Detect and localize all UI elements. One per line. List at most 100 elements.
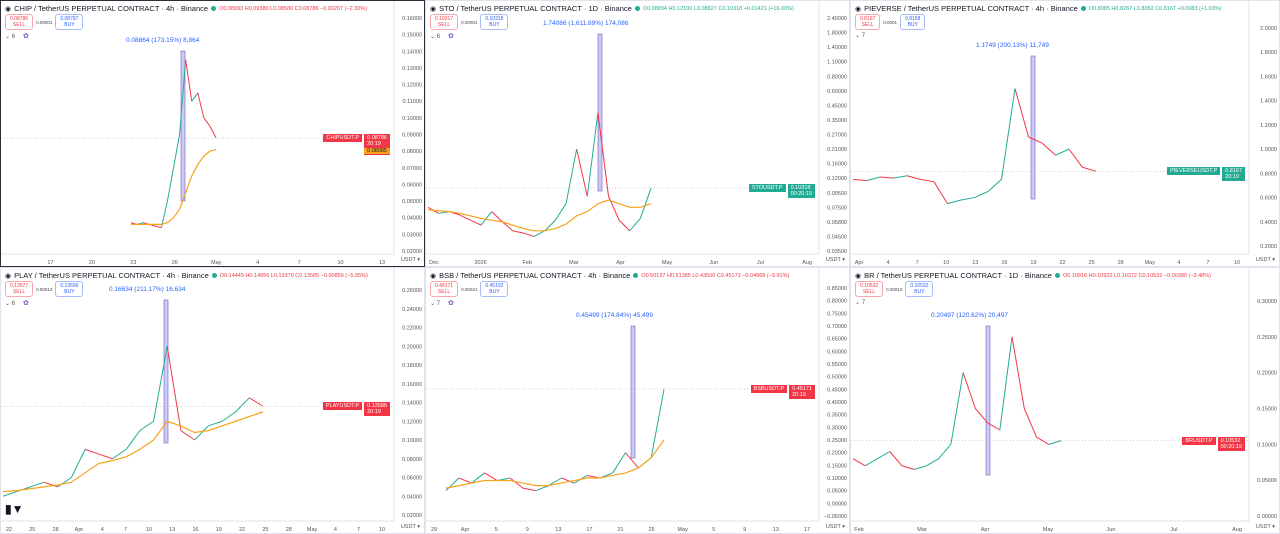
sell-label: SELL <box>437 289 451 295</box>
buy-button[interactable]: 0.10532 BUY <box>905 281 934 297</box>
moving-average-line <box>445 439 665 489</box>
indicators-toggle[interactable]: ⌄ 7 <box>855 300 866 306</box>
y-axis-label: 0.09000 <box>402 133 422 139</box>
measure-range-box[interactable] <box>985 325 991 476</box>
buy-button[interactable]: 0.10318 BUY <box>480 14 509 30</box>
symbol-header[interactable]: ◉ BSB / TetherUS PERPETUAL CONTRACT · 4h… <box>430 271 789 280</box>
measure-range-box[interactable] <box>163 299 169 444</box>
currency-label: USDT <box>825 257 841 263</box>
price-segment <box>950 372 964 445</box>
buy-button[interactable]: 0.08787 BUY <box>55 14 84 30</box>
sell-button[interactable]: 0.10532 SELL <box>855 281 884 297</box>
price-tag: STOUSDT.P 0.10318 00:20:19 <box>748 183 815 198</box>
currency-selector[interactable]: USDT ▾ <box>825 524 845 530</box>
y-axis-label: 0.6000 <box>1260 196 1277 202</box>
price-chart[interactable]: 2.0000 1.8000 1.6000 1.4000 1.2000 1.0000 0.80… <box>851 1 1280 267</box>
price-segment <box>947 199 962 205</box>
price-segment <box>491 211 503 223</box>
currency-selector[interactable]: USDT ▾ <box>1255 257 1275 263</box>
chart-panel-play[interactable]: 0.26000 0.24000 0.22000 0.20000 0.18000 0.160… <box>0 267 425 534</box>
tradingview-logo-icon[interactable]: ▮▼ <box>5 502 24 516</box>
price-segment <box>906 175 921 180</box>
sell-button[interactable]: 0.13577 SELL <box>5 281 34 297</box>
chart-panel-pieverse[interactable]: 2.0000 1.8000 1.6000 1.4000 1.2000 1.0000 0.80… <box>850 0 1280 267</box>
chart-panel-bsb[interactable]: 0.85000 0.80000 0.75000 0.70000 0.65000 0.600… <box>425 267 850 534</box>
price-segment <box>548 477 562 487</box>
y-axis-label: 1.0000 <box>1260 147 1277 153</box>
price-tag: BSBUSDT.P 0.45171 20:19 <box>750 384 815 399</box>
symbol-header[interactable]: ◉ PIEVERSE / TetherUS PERPETUAL CONTRACT… <box>855 4 1222 13</box>
currency-selector[interactable]: USDT ▾ <box>825 257 845 263</box>
measure-range-box[interactable] <box>630 325 636 459</box>
chart-panel-sto[interactable]: 2.40000 1.80000 1.40000 1.10000 0.80000 0.600… <box>425 0 850 267</box>
price-segment <box>879 176 894 179</box>
last-price: 0.45171 <box>792 385 812 392</box>
price-chart[interactable]: 0.85000 0.80000 0.75000 0.70000 0.65000 0.600… <box>426 268 850 534</box>
symbol-header[interactable]: ◉ CHIP / TetherUS PERPETUAL CONTRACT · 4… <box>5 4 367 13</box>
symbol-title[interactable]: BSB / TetherUS PERPETUAL CONTRACT · 4h ·… <box>439 271 631 280</box>
indicators-toggle[interactable]: ⌄ 7 <box>430 300 441 307</box>
indicators-toggle[interactable]: ⌄ 6 <box>430 33 441 40</box>
indicators-toggle[interactable]: ⌄ 7 <box>855 33 866 39</box>
buy-button[interactable]: 0.8168 BUY <box>900 14 926 30</box>
symbol-title[interactable]: PLAY / TetherUS PERPETUAL CONTRACT · 4h … <box>14 271 209 280</box>
price-chart[interactable]: 0.26000 0.24000 0.22000 0.20000 0.18000 0.160… <box>1 268 425 534</box>
symbol-title[interactable]: PIEVERSE / TetherUS PERPETUAL CONTRACT ·… <box>864 4 1078 13</box>
indicators-toggle[interactable]: ⌄ 6 <box>5 33 16 40</box>
price-segment <box>938 444 952 459</box>
settings-icon[interactable]: ✿ <box>448 300 454 307</box>
sell-button[interactable]: 0.45171 SELL <box>430 281 459 297</box>
sell-button[interactable]: 0.8167 SELL <box>855 14 881 30</box>
price-segment <box>1023 408 1037 438</box>
price-segment <box>84 448 99 455</box>
price-segment <box>597 112 610 197</box>
indicators-toggle[interactable]: ⌄ 6 <box>5 300 16 307</box>
buy-button[interactable]: 0.45192 BUY <box>480 281 509 297</box>
settings-icon[interactable]: ✿ <box>448 33 454 40</box>
symbol-title[interactable]: STO / TetherUS PERPETUAL CONTRACT · 1D ·… <box>439 4 632 13</box>
price-chart[interactable]: 2.40000 1.80000 1.40000 1.10000 0.80000 0.600… <box>426 1 850 267</box>
y-axis-label: 1.40000 <box>827 45 847 51</box>
x-axis-label: 21 <box>617 527 623 533</box>
settings-icon[interactable]: ✿ <box>23 300 29 307</box>
buy-sell-panel: 0.8167 SELL 0.0001 0.8168 BUY <box>855 14 926 30</box>
currency-selector[interactable]: USDT ▾ <box>1255 524 1275 530</box>
sto-coin-icon: ◉ <box>430 5 437 13</box>
y-axis-label: 0.04000 <box>402 216 422 222</box>
x-axis-label: Apr <box>616 260 625 266</box>
symbol-tag: PLAYUSDT.P <box>322 402 363 411</box>
indicator-controls: ⌄ 6 ✿ <box>5 32 29 40</box>
x-axis-label: Apr <box>855 260 864 266</box>
market-status-icon <box>633 273 639 278</box>
price-segment <box>586 112 599 197</box>
indicator-controls: ⌄ 7 ✿ <box>430 299 454 307</box>
chart-panel-chip[interactable]: 0.16000 0.15000 0.14000 0.13000 0.12000 0.110… <box>0 0 425 267</box>
symbol-header[interactable]: ◉ PLAY / TetherUS PERPETUAL CONTRACT · 4… <box>5 271 368 280</box>
y-axis-label: 0.08000 <box>402 457 422 463</box>
y-axis-label: 0.13000 <box>402 66 422 72</box>
sell-button[interactable]: 0.10317 SELL <box>430 14 459 30</box>
last-price: 0.10532 <box>1220 437 1241 444</box>
x-axis-label: Jun <box>709 260 718 266</box>
measure-range-box[interactable] <box>597 33 603 192</box>
sell-button[interactable]: 0.08786 SELL <box>5 14 34 30</box>
currency-selector[interactable]: USDT ▾ <box>400 257 420 263</box>
settings-icon[interactable]: ✿ <box>23 33 29 40</box>
buy-button[interactable]: 0.13590 BUY <box>55 281 84 297</box>
ohlc-values: O0.08993 H0.09380 L0.08580 C0.08786 −0.0… <box>219 5 368 12</box>
symbol-header[interactable]: ◉ BR / TetherUS PERPETUAL CONTRACT · 1D … <box>855 271 1211 280</box>
chart-panel-br[interactable]: 0.30000 0.25000 0.20000 0.15000 0.10000 0.050… <box>850 267 1280 534</box>
symbol-header[interactable]: ◉ STO / TetherUS PERPETUAL CONTRACT · 1D… <box>430 4 794 13</box>
x-axis-label: Apr <box>461 527 470 533</box>
symbol-title[interactable]: BR / TetherUS PERPETUAL CONTRACT · 1D · … <box>864 271 1052 280</box>
price-segment <box>155 225 162 229</box>
x-axis-label: Dec <box>429 260 439 266</box>
measure-range-box[interactable] <box>1030 55 1036 200</box>
currency-selector[interactable]: USDT ▾ <box>400 524 420 530</box>
price-chart[interactable]: 0.30000 0.25000 0.20000 0.15000 0.10000 0.050… <box>851 268 1280 534</box>
price-chart[interactable]: 0.16000 0.15000 0.14000 0.13000 0.12000 0.110… <box>1 1 425 267</box>
symbol-title[interactable]: CHIP / TetherUS PERPETUAL CONTRACT · 4h … <box>14 4 209 13</box>
buy-price: 0.45192 <box>485 283 504 289</box>
price-segment <box>612 452 626 474</box>
price-segment <box>960 197 975 201</box>
